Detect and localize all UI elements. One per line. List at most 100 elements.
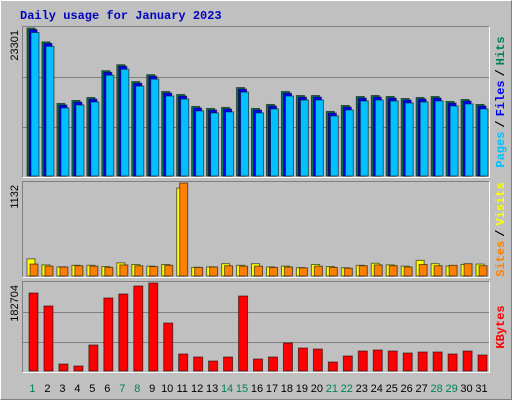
bar	[210, 112, 220, 177]
bar	[74, 265, 84, 277]
bar	[402, 352, 413, 372]
bar	[178, 353, 189, 372]
bar	[373, 264, 383, 277]
bar	[269, 108, 279, 177]
bar	[479, 108, 489, 177]
x-tick-label: 28	[430, 383, 442, 395]
bar	[73, 365, 84, 372]
legend-separator: /	[494, 69, 508, 76]
bar	[135, 85, 145, 177]
bar	[268, 266, 278, 277]
bar	[150, 78, 160, 177]
bar	[404, 102, 414, 177]
bar	[312, 348, 323, 372]
x-tick-label: 3	[59, 383, 65, 395]
bar	[238, 295, 249, 372]
bar	[179, 182, 189, 277]
bar	[28, 292, 39, 372]
x-tick-label: 19	[296, 383, 308, 395]
bar	[344, 109, 354, 177]
bar	[313, 265, 323, 277]
bar	[118, 293, 129, 372]
bar	[195, 110, 205, 177]
legend-separator: /	[494, 230, 508, 237]
bar	[449, 105, 459, 177]
legend-entry: Files	[494, 80, 508, 116]
x-tick-label: 24	[371, 383, 383, 395]
x-tick-label: 13	[206, 383, 218, 395]
legend-separator: /	[494, 120, 508, 127]
x-tick-label: 31	[475, 383, 487, 395]
legend: Sites / Visits	[494, 182, 508, 276]
bar	[194, 266, 204, 277]
bar	[239, 265, 249, 277]
bar	[225, 111, 235, 177]
bar	[314, 99, 324, 177]
x-tick-label: 12	[191, 383, 203, 395]
x-tick-label: 11	[176, 383, 187, 395]
x-tick-label: 30	[460, 383, 472, 395]
legend-entry: Pages	[494, 132, 508, 168]
x-tick-label: 9	[149, 383, 155, 395]
bar	[417, 351, 428, 372]
x-tick-label: 29	[445, 383, 457, 395]
bar	[298, 267, 308, 277]
x-tick-label: 2	[44, 383, 50, 395]
x-tick-label: 5	[89, 383, 95, 395]
x-tick-label: 6	[104, 383, 110, 395]
x-tick-label: 8	[134, 383, 140, 395]
bar	[59, 266, 69, 277]
bar	[119, 264, 129, 277]
legend-entry: Hits	[494, 36, 508, 65]
x-tick-label: 23	[356, 383, 368, 395]
x-tick-label: 16	[251, 383, 263, 395]
bar	[389, 100, 399, 177]
x-tick-label: 21	[326, 383, 338, 395]
x-tick-label: 4	[74, 383, 80, 395]
bar	[255, 112, 265, 177]
bar	[284, 95, 294, 177]
bar	[30, 31, 40, 177]
bar	[448, 264, 458, 277]
bar	[164, 264, 174, 277]
bar	[357, 350, 368, 372]
bar	[387, 350, 398, 372]
bar	[329, 115, 339, 177]
panel-edge-light	[22, 281, 490, 373]
x-tick-label: 26	[401, 383, 413, 395]
y-tick-label: 182704	[9, 285, 21, 322]
bar	[193, 356, 204, 372]
bar	[282, 342, 293, 372]
legend: KBytes	[494, 305, 508, 348]
bar	[477, 354, 488, 372]
chart-title: Daily usage for January 2023	[20, 9, 222, 23]
bar	[148, 282, 159, 372]
bar	[388, 265, 398, 277]
x-tick-label: 1	[29, 383, 35, 395]
panel-edge-light	[22, 26, 490, 178]
bar	[253, 358, 264, 372]
bar	[343, 267, 353, 277]
panel-edge-dark	[22, 181, 490, 278]
bar	[432, 351, 443, 372]
bar	[267, 356, 278, 372]
panel	[22, 181, 490, 278]
bar	[149, 266, 159, 277]
panel-edge-dark	[22, 26, 490, 178]
x-tick-label: 18	[281, 383, 293, 395]
bar	[45, 45, 55, 177]
bar	[328, 266, 338, 277]
panel-edge-light	[22, 181, 490, 278]
y-tick-label: 23301	[9, 30, 21, 61]
y-tick-label: 1132	[9, 185, 21, 209]
bar	[134, 265, 144, 277]
bar	[462, 350, 473, 372]
x-tick-label: 27	[416, 383, 428, 395]
bar	[89, 265, 99, 277]
bar	[327, 361, 338, 372]
bar	[133, 285, 144, 372]
bar	[434, 100, 444, 177]
bar	[254, 265, 264, 277]
